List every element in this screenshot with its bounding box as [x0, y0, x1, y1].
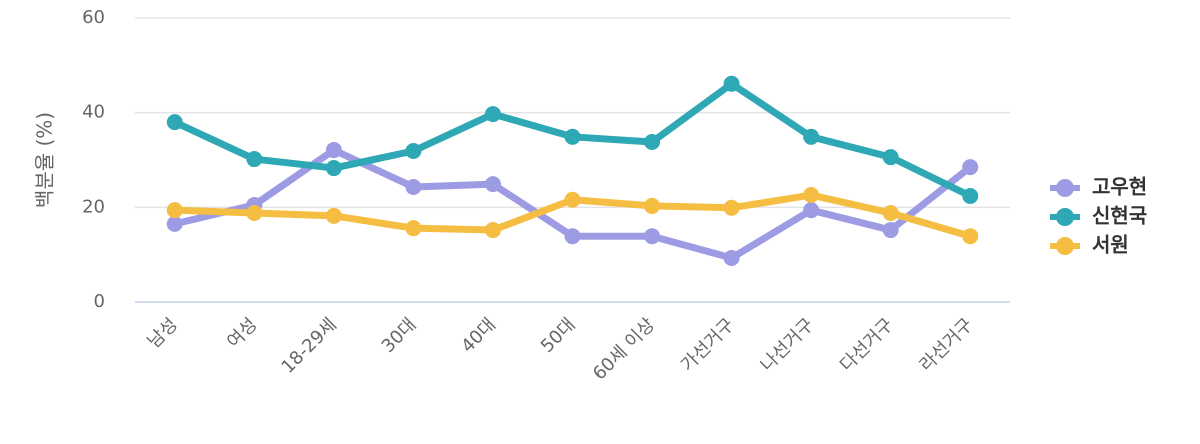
legend-swatch	[1056, 237, 1074, 255]
legend-label: 서원	[1092, 233, 1129, 257]
legend-swatch	[1056, 208, 1074, 226]
point	[962, 159, 979, 176]
point	[803, 128, 820, 145]
x-tick-label: 다선거구	[836, 314, 898, 376]
point	[882, 222, 899, 239]
point	[246, 151, 263, 168]
point	[405, 220, 422, 237]
point	[325, 142, 342, 159]
y-tick-label: 60	[82, 7, 105, 28]
x-tick-label: 40대	[457, 314, 500, 357]
point	[882, 205, 899, 222]
point	[484, 106, 501, 123]
legend-label: 고우현	[1092, 175, 1147, 199]
point	[405, 143, 422, 160]
point	[644, 228, 661, 245]
point	[484, 222, 501, 239]
y-axis-label: 백분율 (%)	[33, 112, 57, 208]
point	[644, 197, 661, 214]
point	[962, 187, 979, 204]
legend-swatch	[1056, 179, 1074, 197]
x-tick-label: 50대	[537, 314, 580, 357]
x-tick-label: 나선거구	[757, 314, 819, 376]
y-tick-label: 40	[82, 102, 105, 123]
x-tick-label: 여성	[223, 314, 261, 352]
point	[723, 75, 740, 92]
point	[644, 134, 661, 151]
point	[325, 207, 342, 224]
point	[564, 228, 581, 245]
x-tick-label: 30대	[378, 314, 421, 357]
x-tick-label: 가선거구	[677, 314, 739, 376]
point	[882, 149, 899, 166]
legend-label: 신현국	[1092, 204, 1147, 228]
point	[803, 202, 820, 219]
point	[484, 176, 501, 193]
point	[803, 187, 820, 204]
point	[325, 160, 342, 177]
point	[723, 199, 740, 216]
x-tick-label: 남성	[144, 314, 182, 352]
y-tick-label: 20	[82, 196, 105, 217]
x-tick-label: 60세 이상	[589, 314, 659, 384]
point	[962, 228, 979, 245]
point	[166, 215, 183, 232]
point	[405, 178, 422, 195]
point	[564, 128, 581, 145]
point	[166, 114, 183, 131]
point	[166, 202, 183, 219]
x-tick-label: 라선거구	[916, 314, 978, 376]
point	[246, 205, 263, 222]
point	[564, 191, 581, 208]
y-tick-label: 0	[94, 291, 105, 312]
point	[723, 249, 740, 266]
x-tick-label: 18-29세	[277, 314, 341, 378]
